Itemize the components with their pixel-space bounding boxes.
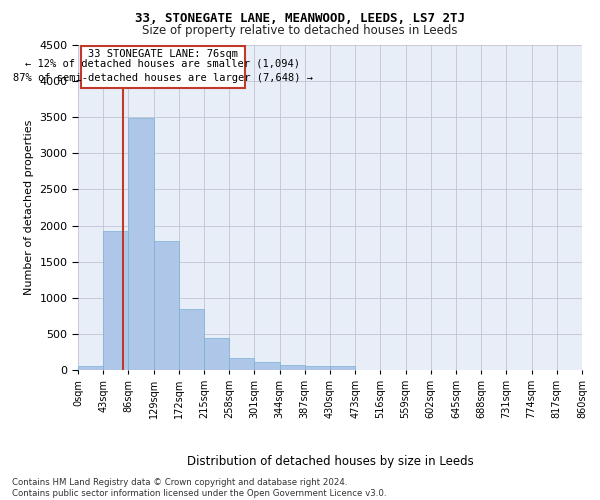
- Text: Size of property relative to detached houses in Leeds: Size of property relative to detached ho…: [142, 24, 458, 37]
- Text: 87% of semi-detached houses are larger (7,648) →: 87% of semi-detached houses are larger (…: [13, 72, 313, 83]
- Text: Distribution of detached houses by size in Leeds: Distribution of detached houses by size …: [187, 454, 473, 468]
- Text: ← 12% of detached houses are smaller (1,094): ← 12% of detached houses are smaller (1,…: [25, 59, 301, 69]
- Text: 33 STONEGATE LANE: 76sqm: 33 STONEGATE LANE: 76sqm: [88, 48, 238, 58]
- Bar: [330, 366, 355, 370]
- Bar: [179, 310, 204, 370]
- Text: Contains HM Land Registry data © Crown copyright and database right 2024.
Contai: Contains HM Land Registry data © Crown c…: [12, 478, 386, 498]
- Bar: [78, 366, 103, 370]
- Bar: [204, 338, 229, 370]
- Bar: [305, 366, 330, 370]
- Bar: [128, 118, 154, 370]
- Y-axis label: Number of detached properties: Number of detached properties: [24, 120, 34, 295]
- FancyBboxPatch shape: [81, 46, 245, 88]
- Bar: [103, 232, 128, 370]
- Bar: [154, 240, 179, 370]
- Text: 33, STONEGATE LANE, MEANWOOD, LEEDS, LS7 2TJ: 33, STONEGATE LANE, MEANWOOD, LEEDS, LS7…: [135, 12, 465, 26]
- Bar: [280, 364, 305, 370]
- Bar: [229, 358, 254, 370]
- Bar: [254, 362, 280, 370]
